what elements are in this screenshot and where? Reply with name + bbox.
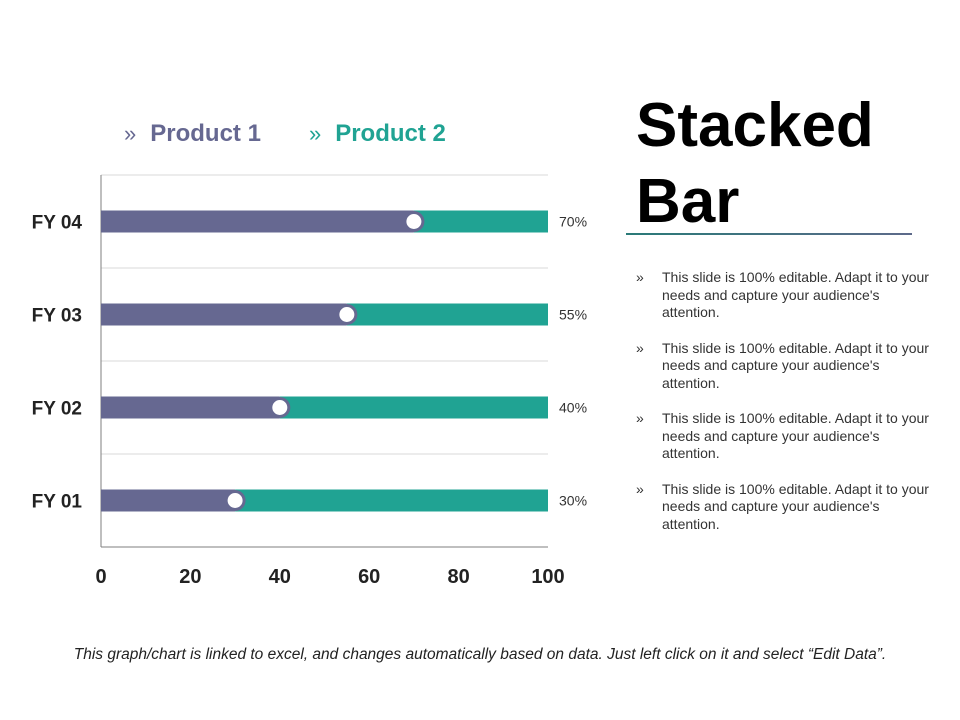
legend-label-product-1: Product 1	[150, 120, 261, 147]
bullet-chevron-icon: »	[636, 410, 644, 426]
bar-product-1	[101, 396, 280, 419]
category-label: FY 04	[32, 213, 83, 234]
footnote: This graph/chart is linked to excel, and…	[73, 646, 887, 663]
bar-product-1	[101, 489, 236, 512]
bullet-text: This slide is 100% editable. Adapt it to…	[662, 480, 929, 532]
bar-product-1	[101, 210, 414, 233]
x-tick-label: 60	[358, 566, 380, 588]
bullet-item: » This slide is 100% editable. Adapt it …	[636, 269, 936, 322]
category-label: FY 02	[32, 399, 82, 420]
slide-title-line-1: Stacked	[636, 91, 874, 160]
data-label: 40%	[559, 400, 587, 416]
bar-marker	[269, 397, 291, 418]
slide-title: Stacked Bar	[636, 88, 936, 240]
bar-marker	[403, 211, 425, 232]
bar-product-2	[346, 303, 548, 326]
bullet-list: » This slide is 100% editable. Adapt it …	[636, 269, 936, 551]
bullet-chevron-icon: »	[636, 269, 644, 285]
data-label: 70%	[559, 214, 587, 230]
legend-item-product-2: » Product 2	[309, 120, 446, 148]
legend-chevron-icon: »	[124, 121, 137, 146]
x-tick-label: 20	[179, 566, 201, 588]
title-divider	[626, 233, 912, 235]
x-tick-label: 80	[447, 566, 469, 588]
bullet-item: » This slide is 100% editable. Adapt it …	[636, 340, 936, 393]
bullet-item: » This slide is 100% editable. Adapt it …	[636, 481, 936, 534]
data-label: 30%	[559, 493, 587, 509]
bullet-text: This slide is 100% editable. Adapt it to…	[662, 410, 929, 461]
bullet-chevron-icon: »	[636, 339, 644, 356]
x-tick-label: 100	[531, 566, 564, 588]
bar-product-2	[235, 489, 548, 512]
bullet-item: » This slide is 100% editable. Adapt it …	[636, 410, 936, 463]
bullet-chevron-icon: »	[636, 480, 644, 497]
category-label: FY 01	[32, 492, 83, 513]
category-label: FY 03	[32, 306, 82, 327]
legend-item-product-1: » Product 1	[124, 120, 261, 148]
bar-marker	[224, 490, 246, 511]
legend-label-product-2: Product 2	[335, 120, 446, 147]
legend-chevron-icon: »	[308, 121, 322, 146]
bar-marker	[336, 304, 358, 325]
bar-product-1	[101, 303, 347, 326]
chart-legend: » Product 1 » Product 2	[124, 120, 446, 148]
x-tick-label: 0	[95, 566, 106, 588]
bar-product-2	[413, 210, 548, 233]
bullet-text: This slide is 100% editable. Adapt it to…	[662, 269, 929, 320]
bar-product-2	[279, 396, 548, 419]
bullet-text: This slide is 100% editable. Adapt it to…	[662, 339, 929, 391]
data-label: 55%	[559, 307, 587, 323]
stacked-bar-chart: FY 04 70% FY 03 55% FY 02 40% FY 01 30% 0 20 40 60 8…	[32, 174, 587, 588]
slide-title-line-2: Bar	[636, 167, 740, 236]
x-tick-label: 40	[269, 566, 291, 588]
